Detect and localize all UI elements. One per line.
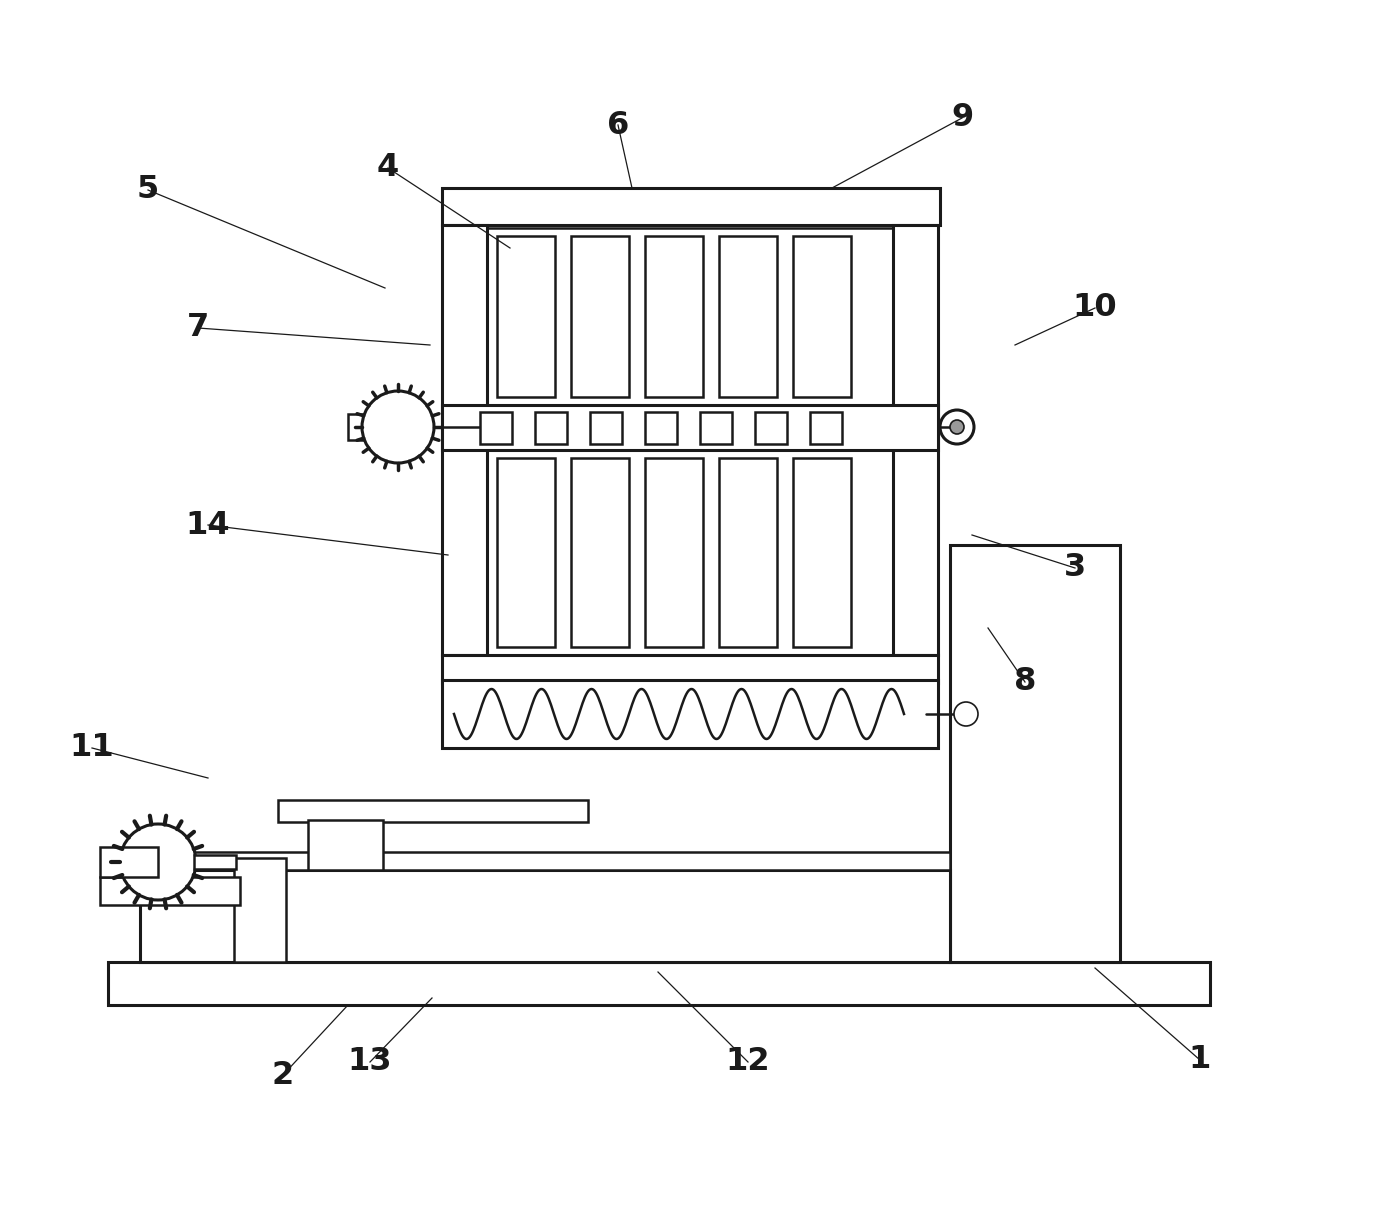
Bar	[442, 680, 938, 748]
Bar	[481, 412, 512, 443]
Bar	[954, 549, 1115, 958]
Bar	[348, 415, 398, 440]
Bar	[536, 412, 567, 443]
Text: 4: 4	[377, 153, 399, 183]
Text: 10: 10	[1073, 293, 1117, 323]
Text: 3: 3	[1064, 553, 1086, 583]
Text: 7: 7	[187, 312, 209, 343]
Bar	[101, 877, 240, 905]
Bar	[571, 458, 629, 647]
Bar	[446, 192, 936, 221]
Text: 1: 1	[1188, 1045, 1212, 1076]
Bar	[719, 236, 777, 396]
Bar	[644, 412, 677, 443]
Bar	[950, 545, 1120, 962]
Bar	[644, 458, 704, 647]
Text: 2: 2	[271, 1059, 295, 1091]
Text: 13: 13	[348, 1046, 392, 1077]
Bar	[894, 225, 938, 656]
Circle shape	[950, 421, 964, 434]
Bar	[810, 412, 841, 443]
Text: 14: 14	[186, 510, 230, 541]
Bar	[442, 405, 938, 449]
Circle shape	[940, 410, 974, 443]
Text: 9: 9	[952, 102, 974, 134]
Text: 5: 5	[136, 175, 160, 206]
Bar	[571, 236, 629, 396]
Bar	[107, 962, 1210, 1005]
Bar	[442, 188, 940, 225]
Bar	[194, 856, 235, 869]
Bar	[497, 458, 555, 647]
Bar	[101, 847, 158, 877]
Bar	[487, 449, 894, 656]
Bar	[140, 852, 950, 870]
Text: 6: 6	[607, 110, 629, 141]
Bar	[719, 458, 777, 647]
Bar	[442, 656, 938, 683]
Text: 12: 12	[726, 1046, 770, 1077]
Bar	[755, 412, 788, 443]
Bar	[487, 228, 894, 405]
Bar	[234, 858, 286, 962]
Bar	[793, 236, 851, 396]
Text: 11: 11	[70, 733, 114, 764]
Bar	[308, 819, 383, 870]
Bar	[237, 862, 284, 959]
Bar	[793, 458, 851, 647]
Bar	[896, 229, 934, 651]
Bar	[442, 225, 487, 656]
Bar	[311, 823, 380, 868]
Bar	[497, 236, 555, 396]
Bar	[112, 966, 1206, 1001]
Bar	[700, 412, 733, 443]
Text: 8: 8	[1013, 666, 1036, 698]
Bar	[644, 236, 704, 396]
Circle shape	[362, 390, 434, 463]
Bar	[145, 874, 946, 958]
Circle shape	[954, 703, 978, 725]
Bar	[102, 878, 238, 903]
Bar	[278, 800, 588, 822]
Bar	[140, 870, 950, 962]
Circle shape	[120, 824, 196, 900]
Bar	[446, 229, 483, 651]
Bar	[589, 412, 622, 443]
